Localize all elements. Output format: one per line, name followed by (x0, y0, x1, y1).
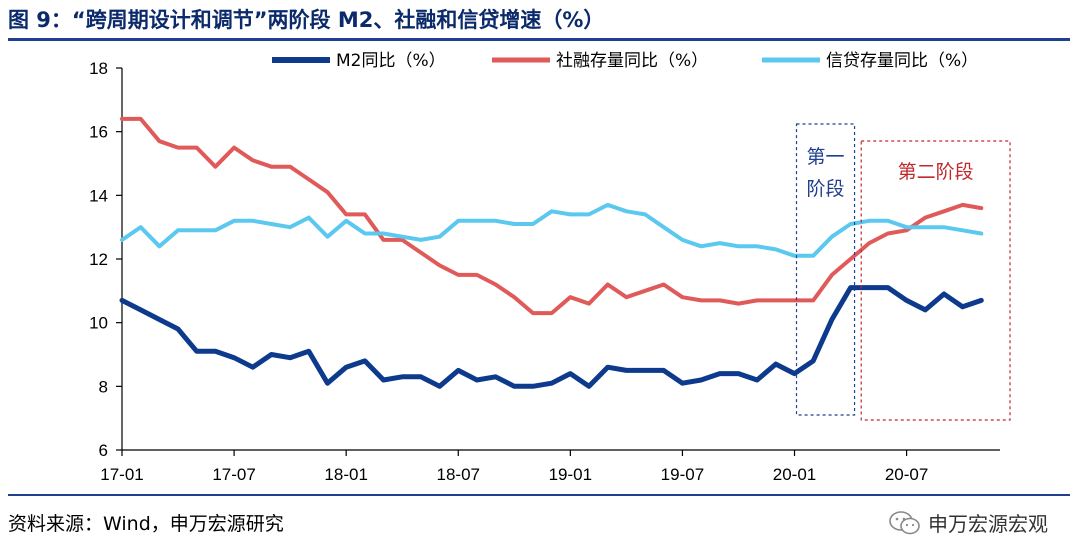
footer-divider (8, 494, 1070, 496)
y-tick-label: 12 (89, 250, 108, 269)
stage-one-box (795, 123, 856, 416)
chart-title: 图 9：“跨周期设计和调节”两阶段 M2、社融和信贷增速（%） (8, 8, 605, 32)
y-tick-label: 18 (89, 59, 108, 78)
series-line-2 (120, 116, 984, 316)
x-tick-label: 19-01 (549, 465, 592, 484)
stage-two-label: 第二阶段 (898, 161, 974, 183)
watermark-text: 申万宏源宏观 (928, 512, 1048, 536)
y-tick-label: 14 (89, 186, 108, 205)
source-note: 资料来源：Wind，申万宏源研究 (8, 513, 284, 535)
legend-label-1: M2同比（%） (336, 51, 446, 71)
x-tick-label: 19-07 (661, 465, 704, 484)
y-tick-label: 6 (99, 441, 108, 460)
x-tick-label: 18-07 (437, 465, 480, 484)
legend-label-2: 社融存量同比（%） (556, 51, 708, 71)
y-tick-label: 8 (99, 377, 108, 396)
stage-one-label-line2: 阶段 (807, 178, 845, 200)
line-chart: 6 8 10 12 14 16 18 17-01 17-07 18-01 18-07 19-01 19-… (89, 51, 1011, 484)
watermark: 申万宏源宏观 (888, 508, 1048, 537)
x-tick-label: 17-01 (100, 465, 143, 484)
x-tick-label: 17-07 (212, 465, 255, 484)
series-line-3 (120, 202, 984, 258)
x-tick-label: 18-01 (324, 465, 367, 484)
series-line-1 (119, 285, 984, 389)
legend-label-3: 信贷存量同比（%） (826, 51, 978, 71)
y-tick-label: 16 (89, 123, 108, 142)
stage-two-box (860, 140, 1011, 421)
wechat-icon (889, 510, 920, 534)
stage-one-label-line1: 第一 (807, 146, 845, 168)
y-tick-label: 10 (89, 314, 108, 333)
x-tick-label: 20-07 (885, 465, 928, 484)
title-divider (8, 38, 1070, 41)
x-tick-label: 20-01 (773, 465, 816, 484)
